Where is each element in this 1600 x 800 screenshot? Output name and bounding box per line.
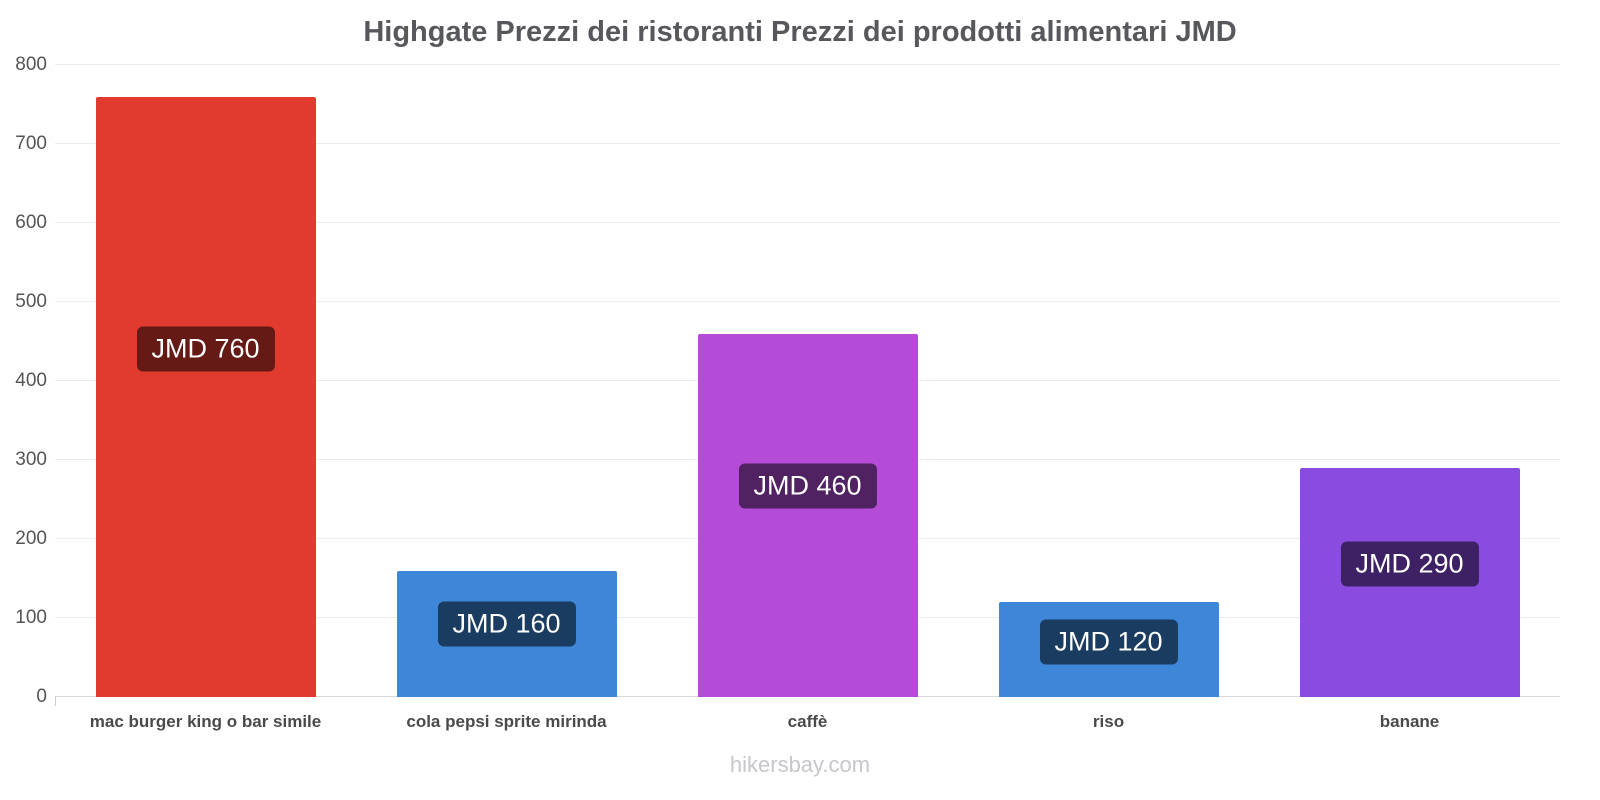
x-axis-tick [55, 697, 56, 706]
gridline [55, 222, 1560, 223]
chart-title: Highgate Prezzi dei ristoranti Prezzi de… [363, 16, 1237, 48]
gridline [55, 143, 1560, 144]
footer-watermark: hikersbay.com [729, 752, 871, 777]
gridline [55, 301, 1560, 302]
y-tick-label: 400 [15, 370, 47, 391]
y-tick-label: 300 [15, 449, 47, 470]
y-tick-label: 600 [15, 212, 47, 233]
y-tick-label: 800 [15, 54, 47, 75]
x-axis: mac burger king o bar simile cola pepsi s… [55, 712, 1560, 742]
bar-value-label: JMD 460 [738, 463, 877, 509]
x-axis-label: cola pepsi sprite mirinda [406, 712, 607, 731]
x-axis-label: riso [1092, 712, 1125, 731]
bar-mac-burger-king-o-bar-simile [95, 96, 316, 697]
x-axis-label: banane [1379, 712, 1440, 731]
gridline [55, 64, 1560, 65]
x-axis-label: mac burger king o bar simile [89, 712, 322, 731]
y-tick-label: 500 [15, 291, 47, 312]
bar-value-label: JMD 160 [437, 601, 576, 647]
y-tick-label: 100 [15, 607, 47, 628]
bar-value-label: JMD 760 [136, 326, 275, 372]
bar-value-label: JMD 290 [1340, 541, 1479, 587]
bar-caffè [697, 333, 918, 697]
y-tick-label: 700 [15, 133, 47, 154]
y-tick-label: 200 [15, 528, 47, 549]
bar-value-label: JMD 120 [1039, 619, 1178, 665]
y-tick-label: 0 [36, 686, 47, 707]
x-axis-label: caffè [787, 712, 828, 731]
plot-area: 0 100 200 300 400 500 600 700 800 JMD 760 JMD 160 J… [15, 55, 1560, 707]
